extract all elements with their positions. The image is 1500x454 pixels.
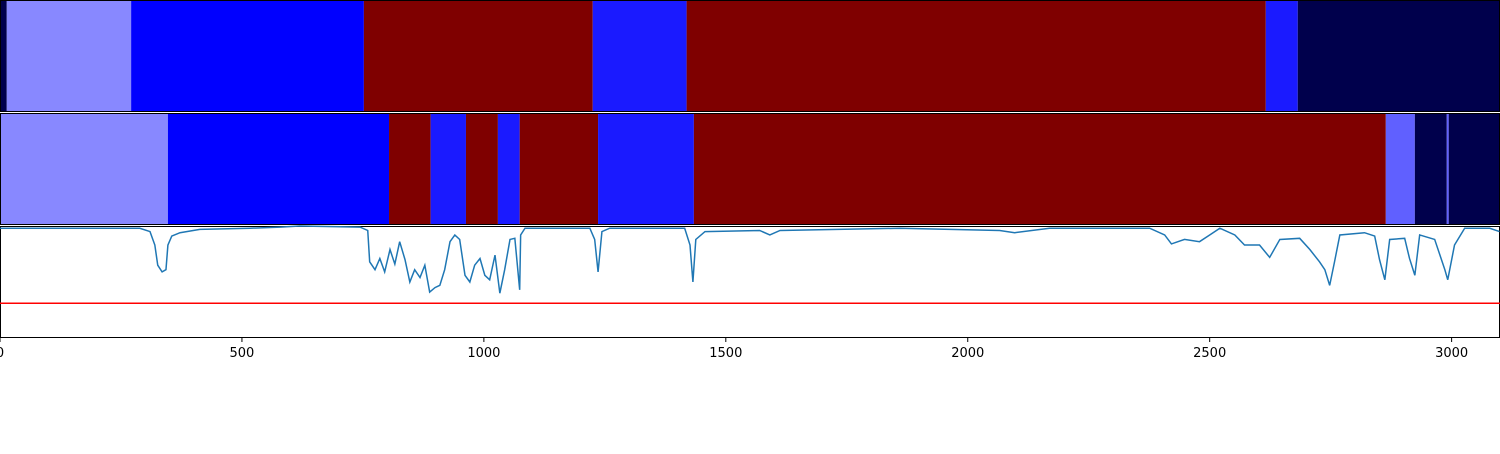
x-tick-label: 500 — [230, 346, 255, 361]
segment — [430, 113, 466, 225]
line-series — [0, 225, 1500, 294]
segment — [6, 0, 132, 112]
segment — [465, 113, 498, 225]
segment — [389, 113, 431, 225]
segment — [1448, 113, 1500, 225]
x-tick-label: 2000 — [951, 346, 984, 361]
segment — [497, 113, 520, 225]
x-tick-label: 3000 — [1435, 346, 1468, 361]
segment — [167, 113, 390, 225]
segment — [1297, 0, 1500, 112]
segment — [1414, 113, 1447, 225]
segment — [131, 0, 364, 112]
segment — [598, 113, 694, 225]
x-tick-label: 0 — [0, 346, 4, 361]
segment — [686, 0, 1266, 112]
segment — [592, 0, 687, 112]
x-tick-label: 1000 — [467, 346, 500, 361]
segment — [693, 113, 1386, 225]
x-tick-label: 2500 — [1193, 346, 1226, 361]
segment — [1385, 113, 1415, 225]
segment — [0, 113, 168, 225]
segment — [519, 113, 599, 225]
segment — [0, 0, 7, 112]
x-tick-label: 1500 — [709, 346, 742, 361]
segment — [363, 0, 593, 112]
segment — [1446, 113, 1449, 225]
plot-frame — [0, 226, 1500, 338]
segment — [1265, 0, 1298, 112]
